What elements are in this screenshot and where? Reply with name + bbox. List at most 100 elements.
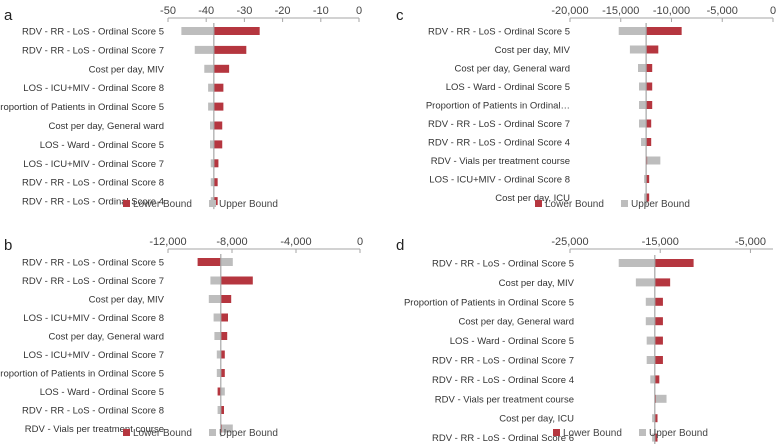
upper-bound-bar — [652, 433, 655, 442]
upper-bound-bar — [646, 336, 655, 345]
x-tick-label: 0 — [357, 236, 363, 248]
category-label: RDV - Vials per treatment course — [25, 424, 164, 435]
upper-bound-bar — [644, 193, 647, 202]
lower-bound-bar — [220, 313, 228, 322]
lower-bound-bar — [220, 369, 225, 377]
legend-lower-label: Lower Bound — [563, 428, 622, 439]
category-label: RDV - RR - LoS - Ordinal Score 4 — [428, 138, 570, 149]
category-label: LOS - ICU+MIV - Ordinal Score 8 — [23, 83, 164, 94]
lower-bound-bar — [197, 258, 221, 266]
lower-bound-bar — [213, 45, 247, 54]
x-tick-label: 0 — [770, 5, 776, 17]
lower-bound-bar — [654, 375, 660, 384]
legend-upper-swatch — [209, 429, 216, 436]
category-label: Proportion of Patients in Ordinal Score … — [0, 102, 164, 113]
x-tick-label: -50 — [160, 5, 176, 17]
x-tick-label: -4,000 — [280, 236, 311, 248]
lower-bound-bar — [654, 414, 658, 423]
legend-lower-label: Lower Bound — [133, 428, 192, 439]
category-label: Proportion of Patients in Ordinal Score … — [404, 297, 574, 308]
x-tick-label: -8,000 — [216, 236, 247, 248]
lower-bound-bar — [213, 121, 223, 130]
lower-bound-bar — [646, 119, 652, 128]
x-tick-label: -15,000 — [602, 5, 639, 17]
lower-bound-bar — [213, 178, 218, 187]
category-label: LOS - ICU+MIV - Ordinal Score 7 — [23, 159, 164, 170]
upper-bound-bar — [181, 27, 214, 35]
legend-upper-swatch — [209, 200, 216, 207]
legend-upper-label: Upper Bound — [649, 428, 708, 439]
upper-bound-bar — [618, 259, 655, 267]
category-label: Cost per day, ICU — [495, 193, 570, 204]
upper-bound-bar — [639, 119, 647, 128]
upper-bound-bar — [644, 175, 647, 183]
upper-bound-bar — [217, 406, 221, 414]
legend-lower-swatch — [123, 200, 130, 207]
lower-bound-bar — [220, 295, 232, 303]
legend-lower-swatch — [535, 200, 542, 207]
category-label: LOS - Ward - Ordinal Score 5 — [40, 387, 164, 398]
upper-bound-bar — [213, 313, 221, 322]
lower-bound-bar — [217, 387, 221, 396]
upper-bound-bar — [220, 258, 233, 266]
lower-bound-bar — [646, 175, 650, 183]
x-tick-label: -25,000 — [551, 236, 588, 248]
x-tick-label: -10,000 — [653, 5, 690, 17]
lower-bound-bar — [213, 64, 230, 73]
panel-label-d: d — [396, 237, 404, 254]
category-label: LOS - Ward - Ordinal Score 5 — [40, 140, 164, 151]
category-label: RDV - RR - LoS - Ordinal Score 7 — [22, 276, 164, 287]
upper-bound-bar — [208, 102, 214, 111]
upper-bound-bar — [618, 27, 647, 35]
category-label: Proportion of Patients in Ordinal Score … — [0, 369, 164, 380]
lower-bound-bar — [213, 102, 224, 111]
category-label: Cost per day, General ward — [49, 121, 164, 132]
category-label: LOS - ICU+MIV - Ordinal Score 8 — [23, 313, 164, 324]
upper-bound-bar — [210, 276, 221, 285]
upper-bound-bar — [210, 159, 214, 168]
category-label: RDV - RR - LoS - Ordinal Score 8 — [22, 406, 164, 417]
lower-bound-bar — [213, 83, 224, 92]
category-label: LOS - Ward - Ordinal Score 5 — [446, 82, 570, 93]
upper-bound-bar — [220, 387, 225, 396]
lower-bound-bar — [646, 27, 682, 35]
lower-bound-bar — [654, 317, 663, 326]
category-label: RDV - RR - LoS - Ordinal Score 5 — [22, 258, 164, 269]
x-tick-label: -5,000 — [707, 5, 738, 17]
lower-bound-bar — [654, 278, 671, 287]
legend-lower-label: Lower Bound — [133, 199, 192, 210]
category-label: LOS - Ward - Ordinal Score 5 — [450, 336, 574, 347]
x-tick-label: -15,000 — [642, 236, 679, 248]
upper-bound-bar — [208, 83, 214, 92]
lower-bound-bar — [213, 159, 219, 168]
upper-bound-bar — [214, 332, 221, 340]
category-label: Cost per day, General ward — [49, 332, 164, 343]
upper-bound-bar — [650, 375, 655, 384]
upper-bound-bar — [216, 369, 221, 377]
lower-bound-bar — [646, 82, 653, 91]
lower-bound-bar — [220, 350, 225, 359]
upper-bound-bar — [652, 414, 655, 423]
legend-lower-label: Lower Bound — [545, 199, 604, 210]
category-label: RDV - RR - LoS - Ordinal Score 5 — [432, 259, 574, 270]
category-label: Cost per day, MIV — [499, 278, 575, 289]
category-label: RDV - RR - LoS - Ordinal Score 7 — [432, 356, 574, 367]
legend-upper-swatch — [621, 200, 628, 207]
lower-bound-bar — [654, 259, 694, 267]
category-label: RDV - RR - LoS - Ordinal Score 6 — [432, 433, 574, 444]
category-label: Cost per day, MIV — [89, 64, 165, 75]
lower-bound-bar — [654, 336, 663, 345]
category-label: Cost per day, MIV — [495, 45, 571, 56]
lower-bound-bar — [646, 193, 650, 202]
x-tick-label: -10 — [313, 5, 329, 17]
legend-upper-swatch — [639, 429, 646, 436]
category-label: Cost per day, General ward — [455, 64, 570, 75]
category-label: RDV - RR - LoS - Ordinal Score 5 — [22, 27, 164, 38]
upper-bound-bar — [639, 101, 647, 109]
lower-bound-bar — [220, 276, 253, 285]
lower-bound-bar — [654, 433, 658, 442]
upper-bound-bar — [635, 278, 655, 287]
panel-label-a: a — [4, 7, 13, 24]
lower-bound-bar — [646, 138, 652, 146]
